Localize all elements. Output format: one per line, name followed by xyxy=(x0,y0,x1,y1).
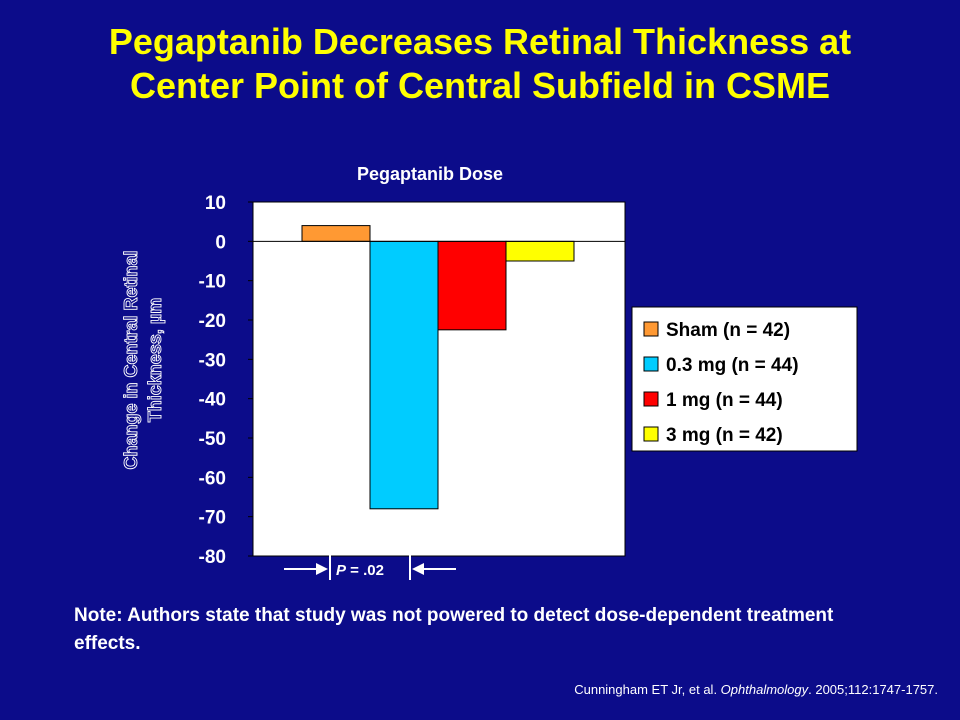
annotation-arrowhead xyxy=(316,563,328,575)
y-axis-label-line-1: Change in Central Retinal xyxy=(121,250,141,469)
y-axis-label: Change in Central Retinal Thickness, µm xyxy=(121,250,166,470)
p-value-annotation: P = .02 xyxy=(284,250,456,580)
p-value-label: P = .02 xyxy=(336,562,384,579)
slide-title: Pegaptanib Decreases Retinal Thickness a… xyxy=(0,20,960,108)
y-tick-label: -80 xyxy=(199,547,226,568)
y-axis-ticks: 10 0 -10 -20 -30 -40 -50 -60 -70 -80 xyxy=(199,193,253,568)
legend: Sham (n = 42) 0.3 mg (n = 44) 1 mg (n = 44… xyxy=(631,306,858,452)
legend-label: 3 mg (n = 42) xyxy=(666,425,783,446)
legend-swatch xyxy=(643,391,659,407)
bar xyxy=(505,240,575,262)
legend-swatch xyxy=(643,426,659,442)
citation-journal: Ophthalmology xyxy=(720,682,809,697)
slide-title-line-2: Center Point of Central Subfield in CSME xyxy=(129,65,831,106)
legend-swatch xyxy=(643,356,659,372)
y-tick-label: -30 xyxy=(199,350,226,371)
bar xyxy=(369,240,439,510)
citation-authors: Cunningham ET Jr, et al. xyxy=(574,682,721,697)
bar xyxy=(301,225,371,242)
y-tick-label: 0 xyxy=(215,232,226,253)
chart-title: Pegaptanib Dose xyxy=(357,164,503,184)
y-tick-label: -50 xyxy=(199,429,226,450)
legend-label: Sham (n = 42) xyxy=(666,320,790,341)
citation-details: . 2005;112:1747-1757. xyxy=(808,682,938,697)
y-tick-label: -10 xyxy=(199,272,226,293)
note-text: Note: Authors state that study was not p… xyxy=(74,605,834,654)
y-tick-label: -40 xyxy=(199,390,226,411)
bars xyxy=(253,225,625,510)
legend-box xyxy=(631,306,858,452)
y-tick-label: -20 xyxy=(199,311,226,332)
y-tick-label: 10 xyxy=(205,193,226,214)
legend-swatch xyxy=(643,321,659,337)
y-tick-label: -70 xyxy=(199,508,226,529)
bar xyxy=(437,240,507,331)
citation: Cunningham ET Jr, et al. Ophthalmology. … xyxy=(574,682,938,697)
legend-label: 1 mg (n = 44) xyxy=(666,390,783,411)
annotation-arrowhead xyxy=(412,563,424,575)
legend-label: 0.3 mg (n = 44) xyxy=(666,355,799,376)
y-axis-label-line-2: Thickness, µm xyxy=(145,298,165,422)
y-tick-label: -60 xyxy=(199,468,226,489)
slide-title-line-1: Pegaptanib Decreases Retinal Thickness a… xyxy=(108,21,852,62)
